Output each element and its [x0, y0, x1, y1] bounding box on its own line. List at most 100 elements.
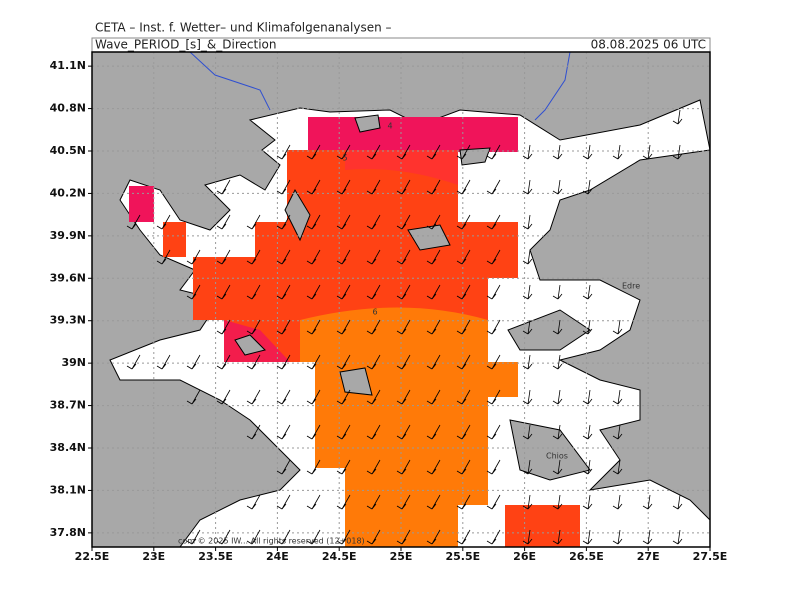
arrow — [426, 494, 441, 510]
arrow — [306, 529, 321, 545]
arrow — [336, 144, 351, 160]
arrow — [672, 109, 683, 125]
arrow — [582, 179, 593, 195]
arrow — [582, 459, 593, 475]
arrow — [396, 214, 411, 230]
arrow — [522, 284, 533, 300]
arrow — [216, 389, 231, 405]
arrow — [396, 389, 411, 405]
arrow — [366, 319, 381, 335]
island — [234, 114, 591, 481]
valid-time: 08.08.2025 06 UTC — [591, 38, 706, 52]
y-tick-label: 39N — [61, 356, 86, 369]
y-tick-label: 38.1N — [50, 483, 86, 496]
x-tick-label: 27E — [637, 550, 660, 563]
arrow — [336, 284, 351, 300]
arrow — [522, 494, 533, 510]
arrow — [216, 179, 231, 195]
arrow — [552, 424, 563, 440]
arrow — [426, 354, 441, 370]
arrow — [456, 284, 471, 300]
arrow — [396, 494, 411, 510]
arrow — [552, 284, 563, 300]
arrow — [552, 354, 563, 370]
arrow — [486, 494, 501, 510]
arrow — [426, 424, 441, 440]
arrow — [336, 214, 351, 230]
arrow — [216, 354, 231, 370]
x-tick-label: 23.5E — [198, 550, 233, 563]
arrow — [396, 179, 411, 195]
arrow — [366, 459, 381, 475]
arrow — [396, 144, 411, 160]
arrow — [552, 494, 563, 510]
arrow — [306, 214, 321, 230]
x-tick-label: 25E — [390, 550, 413, 563]
arrow — [246, 284, 261, 300]
arrow — [522, 389, 533, 405]
y-tick-label: 41.1N — [50, 59, 86, 72]
arrow — [426, 529, 441, 545]
arrow — [486, 459, 501, 475]
arrow — [306, 389, 321, 405]
arrow — [456, 249, 471, 265]
arrow — [612, 529, 623, 545]
x-tick-label: 24.5E — [322, 550, 357, 563]
arrow — [396, 319, 411, 335]
period-zone-high — [224, 320, 290, 362]
arrow — [276, 354, 291, 370]
arrow — [456, 214, 471, 230]
arrow — [216, 249, 231, 265]
arrow — [336, 319, 351, 335]
arrow — [426, 249, 441, 265]
arrow — [486, 144, 501, 160]
arrow — [486, 354, 501, 370]
arrow — [366, 214, 381, 230]
x-tick-label: 26.5E — [569, 550, 604, 563]
arrow — [336, 424, 351, 440]
arrow — [426, 284, 441, 300]
arrow — [522, 529, 533, 545]
arrow — [522, 424, 533, 440]
arrow — [426, 459, 441, 475]
y-tick-label: 40.5N — [50, 144, 86, 157]
arrow — [582, 319, 593, 335]
arrow — [396, 529, 411, 545]
arrow — [552, 144, 563, 160]
y-tick-label: 38.4N — [50, 441, 86, 454]
arrow — [186, 354, 201, 370]
arrow — [276, 284, 291, 300]
direction-arrows — [126, 109, 683, 545]
arrow — [336, 179, 351, 195]
place-label: Edre — [622, 282, 640, 291]
x-tick-label: 27.5E — [693, 550, 728, 563]
arrow — [246, 424, 261, 440]
arrow — [522, 459, 533, 475]
arrow — [456, 354, 471, 370]
place-label: Lami — [68, 377, 87, 386]
arrow — [276, 214, 291, 230]
arrow — [456, 424, 471, 440]
y-tick-label: 40.8N — [50, 102, 86, 115]
arrow — [486, 319, 501, 335]
arrow — [366, 389, 381, 405]
arrow — [126, 354, 141, 370]
arrow — [246, 529, 261, 545]
arrow — [522, 144, 533, 160]
arrow — [216, 214, 231, 230]
arrow — [456, 459, 471, 475]
arrow — [582, 389, 593, 405]
arrow — [216, 284, 231, 300]
arrow — [186, 284, 201, 300]
arrow — [582, 284, 593, 300]
arrow — [456, 389, 471, 405]
arrow — [366, 284, 381, 300]
arrow — [522, 319, 533, 335]
arrow — [306, 459, 321, 475]
arrow — [276, 319, 291, 335]
arrow — [366, 494, 381, 510]
arrow — [612, 319, 623, 335]
arrow — [486, 424, 501, 440]
